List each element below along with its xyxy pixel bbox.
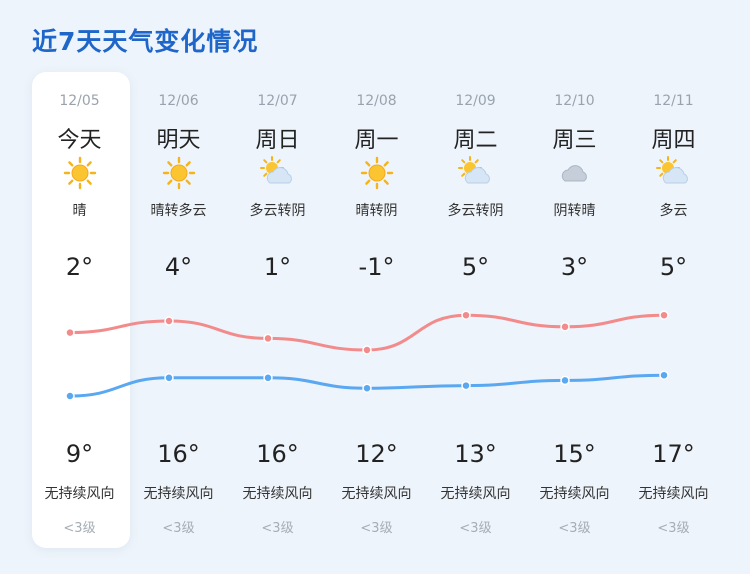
wind-level: <3级	[261, 521, 294, 536]
day-column: 12/11 周四 多云 5° 17° 无持续风向 <3级	[624, 0, 723, 574]
today-card	[32, 72, 130, 548]
day-date: 12/05	[59, 93, 100, 109]
weather-condition: 多云转阴	[447, 203, 504, 219]
temperature-bottom: 16°	[157, 440, 200, 468]
partly-cloudy-icon	[228, 156, 327, 190]
day-column: 12/06 明天 晴转多云 4° 16° 无持续风向 <3级	[129, 0, 228, 574]
cloud-icon	[525, 156, 624, 190]
temperature-top: 3°	[560, 253, 589, 281]
partly-cloudy-icon	[624, 156, 723, 190]
temperature-top: 2°	[65, 253, 94, 281]
sun-icon	[30, 156, 129, 190]
temperature-top: 5°	[659, 253, 688, 281]
wind-direction: 无持续风向	[638, 486, 709, 502]
wind-level: <3级	[162, 521, 195, 536]
day-name: 明天	[156, 128, 201, 153]
weather-condition: 多云	[659, 203, 688, 219]
red-point	[461, 310, 471, 320]
blue-point	[560, 375, 570, 386]
wind-level: <3级	[459, 521, 492, 536]
wind-direction: 无持续风向	[242, 486, 313, 502]
day-column: 12/05 今天 晴 2° 9° 无持续风向 <3级	[30, 0, 129, 574]
temperature-bottom: 9°	[65, 440, 94, 468]
wind-direction: 无持续风向	[341, 486, 412, 502]
partly-cloudy-icon	[426, 156, 525, 190]
blue-point	[461, 380, 471, 391]
day-column: 12/08 周一 晴转阴 -1° 12° 无持续风向 <3级	[327, 0, 426, 574]
day-name: 今天	[57, 128, 102, 153]
red-point	[65, 327, 75, 338]
day-column: 12/09 周二 多云转阴 5° 13° 无持续风向 <3级	[426, 0, 525, 574]
wind-level: <3级	[63, 521, 96, 536]
blue-point	[65, 391, 75, 401]
temperature-curve-red	[69, 313, 665, 352]
blue-point	[164, 373, 174, 383]
sun-icon	[129, 156, 228, 190]
temperature-bottom: 16°	[256, 440, 299, 468]
temperature-bottom: 13°	[454, 440, 497, 468]
weather-condition: 晴转多云	[150, 203, 207, 219]
temperature-bottom: 15°	[553, 440, 596, 468]
day-name: 周一	[354, 128, 399, 153]
temperature-bottom: 12°	[355, 440, 398, 468]
weather-condition: 晴转阴	[355, 203, 398, 219]
red-point	[560, 322, 570, 332]
day-column: 12/10 周三 阴转晴 3° 15° 无持续风向 <3级	[525, 0, 624, 574]
day-date: 12/08	[356, 93, 397, 109]
day-name: 周三	[552, 128, 597, 153]
wind-level: <3级	[360, 521, 393, 536]
blue-point	[362, 383, 372, 393]
day-date: 12/10	[554, 93, 595, 109]
day-date: 12/06	[158, 93, 199, 109]
sun-icon	[327, 156, 426, 190]
blue-point	[263, 373, 273, 383]
red-point	[659, 310, 669, 320]
temperature-top: 4°	[164, 253, 193, 281]
day-name: 周日	[255, 128, 300, 153]
red-point	[263, 333, 273, 344]
temperature-points	[65, 310, 669, 401]
wind-direction: 无持续风向	[539, 486, 610, 502]
blue-point	[659, 370, 669, 380]
wind-level: <3级	[558, 521, 591, 536]
red-point	[164, 316, 174, 326]
day-date: 12/07	[257, 93, 298, 109]
wind-direction: 无持续风向	[143, 486, 214, 502]
temperature-top: -1°	[358, 253, 395, 281]
wind-direction: 无持续风向	[44, 486, 115, 502]
temperature-top: 1°	[263, 253, 292, 281]
weather-condition: 阴转晴	[553, 203, 596, 219]
weather-condition: 晴	[72, 203, 87, 219]
wind-level: <3级	[657, 521, 690, 536]
day-name: 周四	[651, 128, 696, 153]
wind-direction: 无持续风向	[440, 486, 511, 502]
day-date: 12/11	[653, 93, 694, 109]
day-column: 12/07 周日 多云转阴 1° 16° 无持续风向 <3级	[228, 0, 327, 574]
red-point	[362, 345, 372, 355]
day-name: 周二	[453, 128, 498, 153]
page-title: 近7天天气变化情况	[32, 27, 259, 56]
temperature-top: 5°	[461, 253, 490, 281]
temperature-bottom: 17°	[652, 440, 695, 468]
weather-condition: 多云转阴	[249, 203, 306, 219]
day-date: 12/09	[455, 93, 496, 109]
